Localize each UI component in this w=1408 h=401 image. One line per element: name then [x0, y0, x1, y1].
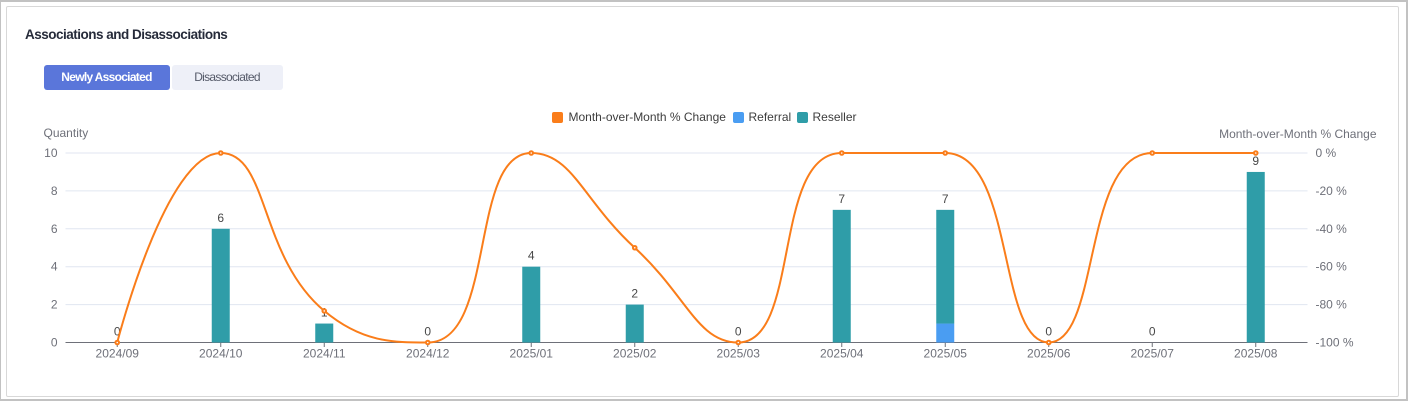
svg-text:2025/02: 2025/02	[613, 347, 657, 361]
svg-text:-60 %: -60 %	[1316, 260, 1348, 274]
svg-text:0: 0	[114, 325, 121, 339]
svg-text:Reseller: Reseller	[813, 110, 857, 124]
svg-text:6: 6	[51, 222, 58, 236]
svg-text:0: 0	[735, 325, 742, 339]
svg-text:Referral: Referral	[749, 110, 792, 124]
svg-text:-20 %: -20 %	[1316, 184, 1348, 198]
svg-text:0: 0	[1045, 325, 1052, 339]
svg-text:2024/12: 2024/12	[406, 347, 450, 361]
svg-text:2025/03: 2025/03	[717, 347, 761, 361]
svg-text:2: 2	[51, 298, 58, 312]
svg-text:9: 9	[1252, 154, 1259, 168]
svg-text:2024/09: 2024/09	[96, 347, 140, 361]
svg-text:4: 4	[51, 260, 58, 274]
svg-text:2: 2	[631, 287, 638, 301]
svg-text:2024/11: 2024/11	[303, 347, 346, 361]
svg-text:7: 7	[942, 192, 949, 206]
svg-text:2025/08: 2025/08	[1234, 347, 1278, 361]
svg-text:4: 4	[528, 249, 535, 263]
svg-text:0: 0	[1149, 325, 1156, 339]
svg-text:7: 7	[838, 192, 845, 206]
svg-text:Quantity: Quantity	[44, 126, 89, 140]
svg-text:2025/01: 2025/01	[510, 347, 554, 361]
svg-text:-100 %: -100 %	[1316, 336, 1354, 350]
svg-text:0 %: 0 %	[1316, 146, 1337, 160]
svg-text:6: 6	[217, 211, 224, 225]
svg-text:2025/05: 2025/05	[924, 347, 968, 361]
svg-text:2025/07: 2025/07	[1131, 347, 1175, 361]
svg-text:Month-over-Month % Change: Month-over-Month % Change	[1219, 127, 1377, 141]
svg-text:2025/06: 2025/06	[1027, 347, 1071, 361]
svg-text:Month-over-Month % Change: Month-over-Month % Change	[569, 110, 727, 124]
svg-text:8: 8	[51, 184, 58, 198]
svg-text:-40 %: -40 %	[1316, 222, 1348, 236]
svg-text:0: 0	[51, 336, 58, 350]
svg-text:2024/10: 2024/10	[199, 347, 243, 361]
svg-text:-80 %: -80 %	[1316, 298, 1348, 312]
svg-text:10: 10	[44, 146, 58, 160]
svg-text:0: 0	[424, 325, 431, 339]
svg-text:2025/04: 2025/04	[820, 347, 864, 361]
